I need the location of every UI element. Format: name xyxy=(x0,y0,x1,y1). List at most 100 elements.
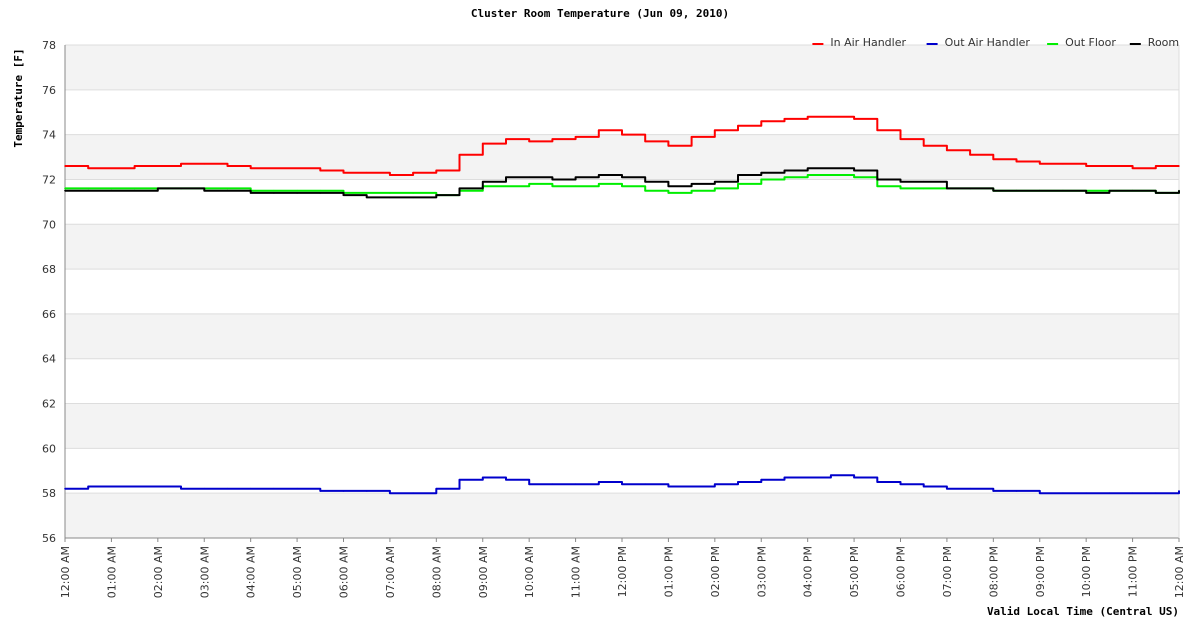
data-point-out-air-handler xyxy=(319,490,322,492)
data-point-out-floor xyxy=(574,185,577,187)
data-point-in-air-handler xyxy=(1085,165,1087,167)
x-tick-label: 03:00 AM xyxy=(198,546,211,598)
data-point-in-air-handler xyxy=(574,136,577,138)
x-tick-label: 04:00 PM xyxy=(802,546,815,597)
data-point-room xyxy=(180,187,182,190)
data-point-room xyxy=(365,196,368,199)
x-tick-label: 01:00 PM xyxy=(662,546,675,597)
data-point-in-air-handler xyxy=(830,115,832,118)
data-point-room xyxy=(249,192,252,194)
legend-label-in-air-handler: In Air Handler xyxy=(830,36,906,49)
x-tick-label: 12:00 AM xyxy=(1173,546,1186,598)
data-point-room xyxy=(203,189,206,192)
data-point-room xyxy=(597,174,600,176)
x-tick-label: 06:00 PM xyxy=(895,546,908,597)
data-point-in-air-handler xyxy=(597,129,600,131)
x-tick-labels: 12:00 AM 01:00 AM 02:00 AM 03:00 AM 04:00 AM… xyxy=(59,546,1186,598)
data-point-room xyxy=(853,169,855,172)
data-point-room xyxy=(1178,189,1180,192)
data-point-in-air-handler xyxy=(64,165,66,167)
data-point-out-air-handler xyxy=(1154,492,1157,494)
y-tick-label: 76 xyxy=(42,84,56,97)
data-point-room xyxy=(760,171,763,174)
data-point-out-floor xyxy=(87,187,90,190)
data-point-out-air-handler xyxy=(342,490,345,492)
data-point-room xyxy=(435,194,438,196)
data-point-out-air-handler xyxy=(922,485,925,488)
data-point-in-air-handler xyxy=(760,120,763,122)
x-tick-label: 06:00 AM xyxy=(338,546,351,598)
data-point-room xyxy=(551,178,554,181)
data-point-in-air-handler xyxy=(226,165,229,167)
data-point-room xyxy=(87,189,90,192)
data-point-in-air-handler xyxy=(946,149,948,152)
data-point-out-air-handler xyxy=(783,476,786,479)
data-point-room xyxy=(296,192,298,194)
x-tick-label: 07:00 PM xyxy=(941,546,954,597)
data-point-out-air-handler xyxy=(505,478,507,481)
band xyxy=(65,45,1179,90)
data-point-out-air-handler xyxy=(110,485,113,488)
data-point-out-floor xyxy=(528,183,530,185)
data-point-in-air-handler xyxy=(481,142,484,145)
grid-lines xyxy=(65,44,1179,539)
data-point-out-air-handler xyxy=(87,485,90,488)
data-point-out-air-handler xyxy=(435,487,438,490)
y-axis-label: Temperature [F] xyxy=(12,48,25,147)
data-point-out-floor xyxy=(319,189,322,192)
data-point-room xyxy=(1062,189,1064,192)
data-point-out-air-handler xyxy=(226,487,229,490)
data-point-room xyxy=(319,192,322,194)
data-point-in-air-handler xyxy=(458,154,461,156)
data-point-in-air-handler xyxy=(644,140,647,143)
x-tick-label: 11:00 PM xyxy=(1127,546,1140,597)
data-point-in-air-handler xyxy=(737,124,739,127)
data-point-room xyxy=(528,176,530,179)
data-point-out-floor xyxy=(644,189,647,192)
data-point-out-air-handler xyxy=(296,487,298,490)
y-tick-label: 62 xyxy=(42,398,56,411)
data-point-out-air-handler xyxy=(644,483,647,486)
data-point-room xyxy=(412,196,414,199)
data-point-room xyxy=(110,189,113,192)
data-point-out-air-handler xyxy=(133,485,136,488)
data-series xyxy=(64,115,1180,495)
data-point-out-air-handler xyxy=(1062,492,1064,494)
data-point-out-floor xyxy=(690,189,693,192)
data-point-room xyxy=(690,183,693,185)
data-point-out-air-handler xyxy=(1085,492,1087,494)
data-point-room xyxy=(226,189,229,192)
data-point-out-floor xyxy=(667,192,670,194)
data-point-in-air-handler xyxy=(876,129,879,131)
data-point-out-floor xyxy=(412,192,414,194)
data-point-out-air-handler xyxy=(273,487,275,490)
data-point-room xyxy=(992,189,995,192)
band xyxy=(65,493,1179,538)
data-point-out-air-handler xyxy=(1178,490,1180,492)
data-point-in-air-handler xyxy=(412,171,414,174)
data-point-out-floor xyxy=(737,183,739,185)
data-point-in-air-handler xyxy=(806,115,809,118)
y-tick-label: 68 xyxy=(42,263,56,276)
x-tick-label: 02:00 AM xyxy=(152,546,165,598)
data-point-out-floor xyxy=(806,174,809,176)
data-point-in-air-handler xyxy=(551,138,554,140)
data-point-in-air-handler xyxy=(992,158,995,161)
data-point-room xyxy=(389,196,391,199)
data-point-out-floor xyxy=(226,187,229,190)
data-point-in-air-handler xyxy=(853,118,855,120)
data-point-in-air-handler xyxy=(180,162,182,165)
data-point-room xyxy=(969,187,971,190)
x-tick-label: 10:00 PM xyxy=(1080,546,1093,597)
data-point-out-air-handler xyxy=(899,483,902,486)
data-point-out-floor xyxy=(273,189,275,192)
y-tick-label: 60 xyxy=(42,442,56,455)
data-point-out-air-handler xyxy=(969,487,971,490)
x-tick-label: 08:00 PM xyxy=(987,546,1000,597)
plot-background xyxy=(65,45,1179,538)
data-point-out-floor xyxy=(133,187,136,190)
data-point-in-air-handler xyxy=(667,145,670,147)
x-tick-label: 04:00 AM xyxy=(245,546,258,598)
data-point-out-floor xyxy=(760,178,763,181)
data-point-room xyxy=(273,192,275,194)
